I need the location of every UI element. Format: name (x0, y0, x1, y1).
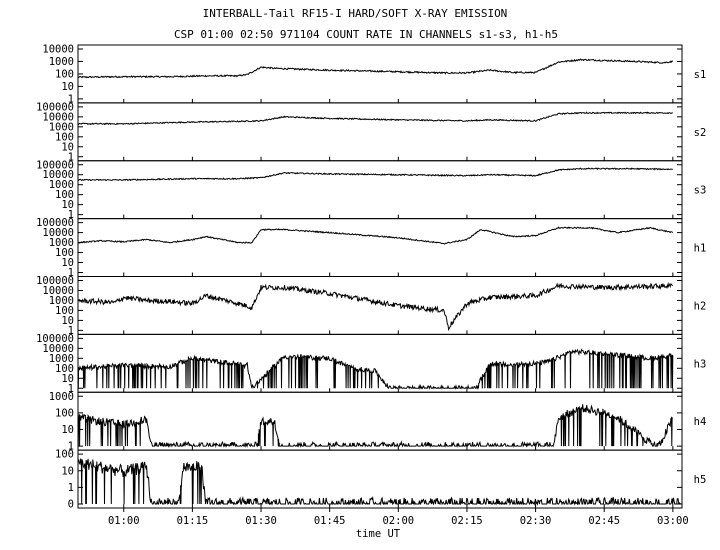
series-line-s2 (78, 111, 673, 126)
y-tick-label: 1000 (49, 121, 74, 133)
y-tick-label: 100000 (36, 333, 74, 345)
channel-label-h1: h1 (694, 243, 707, 255)
y-tick-label: 100 (55, 247, 74, 259)
y-tick-label: 100 (55, 407, 74, 419)
y-tick-label: 10000 (42, 285, 74, 297)
x-tick-label: 02:45 (588, 515, 620, 527)
channel-label-s2: s2 (694, 127, 707, 139)
y-tick-label: 100 (55, 449, 74, 461)
y-tick-label: 10 (61, 81, 74, 93)
panel-h5: 0 1 10 100 h5 (55, 449, 706, 511)
y-tick-label: 1 (68, 267, 74, 279)
y-tick-label: 10000 (42, 227, 74, 239)
y-tick-label: 100 (55, 68, 74, 80)
y-tick-label: 10000 (42, 343, 74, 355)
y-tick-label: 10 (61, 465, 74, 477)
y-tick-label: 100000 (36, 217, 74, 229)
series-line-h3 (77, 348, 674, 391)
panel-frame (77, 449, 683, 509)
x-tick-label: 03:00 (657, 515, 689, 527)
y-tick-label: 1000 (49, 56, 74, 68)
channel-label-s1: s1 (694, 69, 707, 81)
y-tick-label: 1 (68, 93, 74, 105)
channel-label-h5: h5 (694, 474, 707, 486)
y-tick-label: 100 (55, 305, 74, 317)
panel-frame (77, 102, 683, 162)
panel-h4: 1 10 100 1000 h4 (49, 391, 707, 453)
chart-subtitle: CSP 01:00 02:50 971104 COUNT RATE IN CHA… (174, 28, 558, 41)
y-tick-label: 1000 (49, 179, 74, 191)
y-tick-label: 100 (55, 189, 74, 201)
y-tick-label: 10000 (42, 44, 74, 56)
y-tick-label: 10 (61, 199, 74, 211)
chart-panels: 110100100010000s1110100100010000100000s2… (36, 44, 706, 511)
y-tick-label: 1000 (49, 391, 74, 403)
series-line-s3 (78, 167, 673, 182)
panel-frame (77, 333, 683, 393)
channel-label-h3: h3 (694, 358, 707, 370)
y-tick-label: 10000 (42, 111, 74, 123)
y-tick-label: 10 (61, 424, 74, 436)
y-tick-label: 10 (61, 141, 74, 153)
x-tick-label: 01:30 (245, 515, 277, 527)
x-axis: 01:00 01:15 01:30 01:45 02:00 02:15 02:30 02:45… (108, 508, 689, 527)
y-tick-label: 1 (68, 209, 74, 221)
y-tick-label: 1 (68, 482, 74, 494)
x-axis-label: time UT (356, 528, 401, 540)
y-tick-label: 10 (61, 373, 74, 385)
y-tick-label: 10000 (42, 169, 74, 181)
panel-frame (77, 276, 683, 335)
series-line-h5 (77, 458, 682, 506)
chart-title: INTERBALL-Tail RF15-I HARD/SOFT X-RAY EM… (203, 7, 508, 20)
y-tick-label: 0 (68, 499, 74, 511)
y-tick-label: 1000 (49, 295, 74, 307)
y-tick-label: 1 (68, 441, 74, 453)
x-tick-label: 02:15 (451, 515, 483, 527)
x-tick-label: 02:00 (382, 515, 414, 527)
x-tick-label: 01:15 (177, 515, 209, 527)
y-tick-label: 1000 (49, 237, 74, 249)
series-line-h4 (77, 404, 673, 449)
y-tick-label: 100000 (36, 101, 74, 113)
x-tick-label: 01:45 (314, 515, 346, 527)
panel-frame (77, 391, 683, 451)
series-line-h1 (77, 226, 674, 245)
panel-frame (77, 160, 683, 220)
x-tick-label: 02:30 (520, 515, 552, 527)
y-tick-label: 1000 (49, 353, 74, 365)
series-line-s1 (77, 58, 674, 79)
channel-label-s3: s3 (694, 185, 707, 197)
panel-frame (77, 44, 683, 104)
y-tick-label: 10 (61, 257, 74, 269)
y-tick-label: 100000 (36, 159, 74, 171)
y-tick-label: 1 (68, 383, 74, 395)
y-tick-label: 1 (68, 325, 74, 337)
channel-label-h4: h4 (694, 416, 707, 428)
y-tick-label: 1 (68, 151, 74, 163)
series-line-h2 (77, 282, 673, 332)
y-tick-label: 100000 (36, 275, 74, 287)
y-tick-label: 100 (55, 131, 74, 143)
y-tick-label: 100 (55, 363, 74, 375)
x-tick-label: 01:00 (108, 515, 140, 527)
y-tick-label: 10 (61, 315, 74, 327)
channel-label-h2: h2 (694, 300, 707, 312)
